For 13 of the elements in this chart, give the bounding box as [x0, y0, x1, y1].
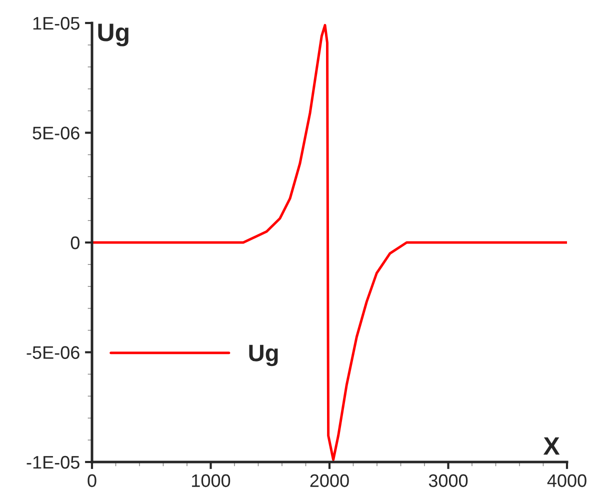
y-tick-label: 1E-05	[33, 16, 80, 30]
y-axis-title: Ug	[98, 24, 128, 46]
x-tick-label: 1000	[192, 474, 230, 488]
y-tick-label: -1E-05	[26, 456, 80, 469]
x-tick-label: 0	[88, 474, 96, 488]
y-tick-label: -5E-06	[26, 346, 80, 359]
x-tick-label: 3000	[428, 474, 468, 488]
y-tick-label: 0	[70, 236, 80, 250]
x-tick-label: 2000	[310, 474, 349, 488]
x-tick-label: 4000	[547, 474, 586, 488]
y-tick-label: 5E-06	[32, 126, 80, 140]
x-axis-title: X	[543, 437, 560, 455]
text: Ug	[249, 344, 278, 366]
